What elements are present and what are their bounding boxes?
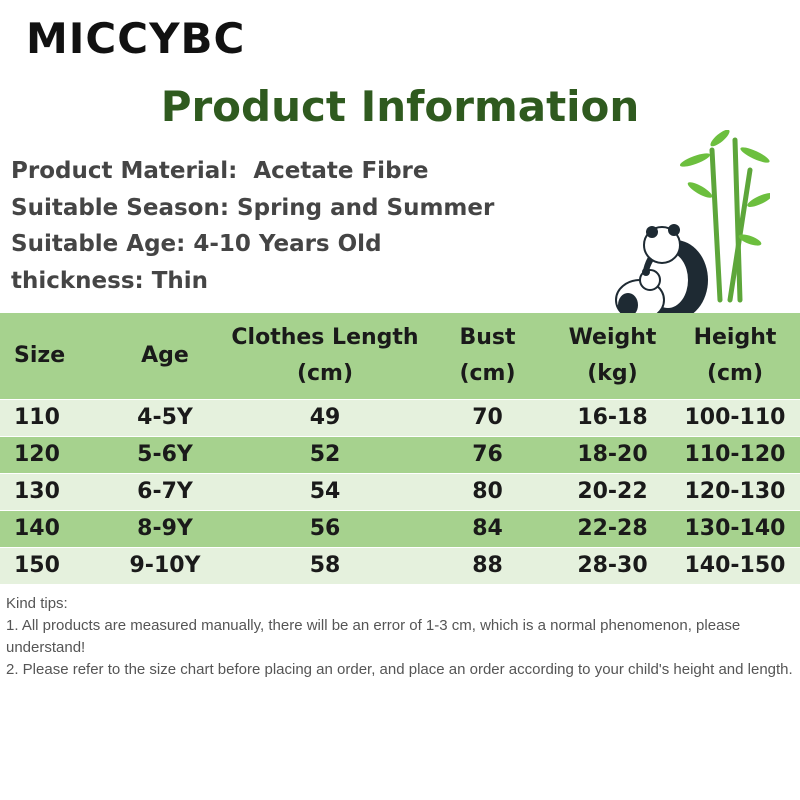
- cell-text: 20-22: [577, 479, 648, 504]
- cell-text: 88: [472, 553, 503, 578]
- table-cell: 16-18: [555, 400, 670, 436]
- table-cell: 6-7Y: [100, 474, 230, 510]
- header-text: Age: [141, 343, 189, 368]
- table-row: 140 8-9Y 56 84 22-28 130-140: [0, 511, 800, 547]
- cell-text: 54: [309, 479, 341, 504]
- tip-line: Kind tips:: [6, 595, 68, 612]
- cell-text: 140-150: [684, 553, 786, 578]
- attribute: thickness: Thin: [11, 268, 209, 294]
- cell-text: 9-10Y: [129, 553, 201, 578]
- cell-text: 5-6Y: [137, 442, 193, 467]
- cell-text: 8-9Y: [137, 516, 193, 541]
- cell-text: 4-5Y: [137, 405, 193, 430]
- table-cell: 120: [0, 437, 100, 473]
- cell-text: 16-18: [577, 405, 648, 430]
- header-text: (cm): [459, 361, 516, 386]
- cell-text: 140: [14, 516, 60, 541]
- header-text: Height: [693, 325, 777, 350]
- cell-text: 130: [14, 479, 60, 504]
- table-cell: 120-130: [670, 474, 800, 510]
- table-cell: 100-110: [670, 400, 800, 436]
- table-cell: 18-20: [555, 437, 670, 473]
- table-cell: 140-150: [670, 548, 800, 584]
- table-cell: 22-28: [555, 511, 670, 547]
- title: Product Information: [160, 82, 640, 131]
- header-cell: Age: [100, 313, 230, 399]
- attribute: Product Material: Acetate Fibre: [11, 158, 429, 184]
- table-cell: 80: [420, 474, 555, 510]
- header-text: (kg): [587, 361, 638, 386]
- table-cell: 110-120: [670, 437, 800, 473]
- kind-tips: Kind tips: 1. All products are measured …: [6, 593, 794, 681]
- table-cell: 5-6Y: [100, 437, 230, 473]
- attribute: Suitable Age: 4-10 Years Old: [11, 231, 382, 257]
- table-cell: 54: [230, 474, 420, 510]
- header-text: Size: [14, 343, 66, 368]
- header-cell: Height (cm): [670, 313, 800, 399]
- table-row: 120 5-6Y 52 76 18-20 110-120: [0, 437, 800, 473]
- table-cell: 4-5Y: [100, 400, 230, 436]
- header-text: Clothes Length: [231, 325, 419, 350]
- cell-text: 84: [472, 516, 503, 541]
- cell-text: 110-120: [684, 442, 786, 467]
- cell-text: 52: [309, 442, 341, 467]
- header-cell: Size: [0, 313, 100, 399]
- brand: MICCYBC: [26, 14, 246, 63]
- table-cell: 56: [230, 511, 420, 547]
- table-cell: 70: [420, 400, 555, 436]
- table-cell: 28-30: [555, 548, 670, 584]
- cell-text: 58: [309, 553, 341, 578]
- cell-text: 49: [309, 405, 341, 430]
- table-row: 110 4-5Y 49 70 16-18 100-110: [0, 400, 800, 436]
- cell-text: 6-7Y: [137, 479, 193, 504]
- table-cell: 140: [0, 511, 100, 547]
- cell-text: 100-110: [684, 405, 786, 430]
- tip-line: 2. Please refer to the size chart before…: [6, 661, 793, 678]
- tip-line: 1. All products are measured manually, t…: [6, 617, 741, 656]
- cell-text: 120-130: [684, 479, 786, 504]
- table-cell: 130-140: [670, 511, 800, 547]
- cell-text: 18-20: [577, 442, 648, 467]
- attribute: Suitable Season: Spring and Summer: [11, 195, 495, 221]
- table-cell: 110: [0, 400, 100, 436]
- cell-text: 80: [472, 479, 503, 504]
- table-cell: 20-22: [555, 474, 670, 510]
- table-row: 130 6-7Y 54 80 20-22 120-130: [0, 474, 800, 510]
- table-cell: 88: [420, 548, 555, 584]
- header-cell: Bust (cm): [420, 313, 555, 399]
- header-text: Weight: [568, 325, 657, 350]
- table-cell: 8-9Y: [100, 511, 230, 547]
- table-cell: 130: [0, 474, 100, 510]
- table-cell: 9-10Y: [100, 548, 230, 584]
- header-text: Bust: [459, 325, 516, 350]
- cell-text: 28-30: [577, 553, 648, 578]
- cell-text: 130-140: [684, 516, 786, 541]
- cell-text: 22-28: [577, 516, 648, 541]
- table-row: 150 9-10Y 58 88 28-30 140-150: [0, 548, 800, 584]
- cell-text: 76: [472, 442, 503, 467]
- table-cell: 150: [0, 548, 100, 584]
- cell-text: 110: [14, 405, 60, 430]
- header-text: (cm): [296, 361, 354, 386]
- table-cell: 58: [230, 548, 420, 584]
- table-cell: 84: [420, 511, 555, 547]
- header-cell: Clothes Length (cm): [230, 313, 420, 399]
- cell-text: 150: [14, 553, 60, 578]
- cell-text: 56: [309, 516, 341, 541]
- panda-bamboo-illustration: [615, 130, 770, 321]
- table-cell: 76: [420, 437, 555, 473]
- table-cell: 52: [230, 437, 420, 473]
- header-row: Size Age Clothes Length (cm) Bust (cm) Weight (…: [0, 313, 800, 399]
- table-cell: 49: [230, 400, 420, 436]
- header-text: (cm): [706, 361, 764, 386]
- cell-text: 70: [472, 405, 503, 430]
- header-cell: Weight (kg): [555, 313, 670, 399]
- cell-text: 120: [14, 442, 60, 467]
